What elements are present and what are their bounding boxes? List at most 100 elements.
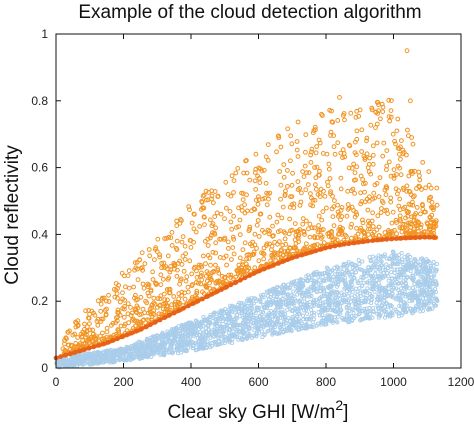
clear-point [302, 299, 307, 304]
cloudy-point [204, 285, 210, 290]
clear-point [175, 340, 181, 345]
cloudy-point [388, 108, 394, 113]
clear-point [380, 265, 385, 270]
clear-point [416, 298, 421, 303]
y-axis-label: Cloud reflectivity [2, 145, 23, 285]
clear-point [267, 313, 272, 318]
cloudy-point [193, 293, 199, 298]
cloudy-point [144, 300, 150, 306]
cloudy-point [122, 323, 127, 329]
clear-point [121, 349, 126, 354]
threshold-marker [431, 235, 437, 240]
cloudy-point [275, 212, 281, 218]
cloudy-point [324, 151, 330, 157]
cloudy-point [267, 214, 273, 220]
cloudy-point [231, 236, 237, 242]
clear-point [340, 296, 345, 301]
cloudy-point [325, 179, 330, 185]
cloudy-point [97, 333, 103, 339]
clear-point [340, 269, 345, 274]
cloudy-point [360, 217, 365, 223]
cloudy-point [253, 187, 259, 192]
clear-point [216, 334, 221, 339]
cloudy-point [308, 152, 314, 158]
clear-point [296, 309, 301, 314]
clear-point [171, 348, 176, 353]
cloudy-point [252, 231, 258, 237]
clear-point [188, 326, 193, 331]
cloudy-point [215, 266, 221, 272]
clear-point [378, 305, 383, 310]
clear-point [376, 292, 381, 297]
cloudy-point [191, 211, 197, 217]
threshold-marker [58, 354, 64, 359]
clear-point [202, 317, 207, 322]
cloudy-point [262, 230, 267, 235]
cloudy-point [229, 173, 235, 179]
cloudy-point [319, 217, 325, 223]
cloudy-point [339, 232, 345, 237]
cloudy-point [288, 245, 293, 251]
clear-point [230, 337, 235, 342]
clear-point [316, 282, 321, 287]
clear-point [351, 298, 356, 303]
clear-point [369, 286, 374, 292]
cloudy-point [290, 170, 296, 176]
clear-point [418, 263, 423, 268]
threshold-marker [426, 234, 432, 240]
cloudy-point [392, 138, 398, 144]
threshold-marker [81, 347, 87, 352]
clear-point [350, 317, 355, 322]
y-tick-label: 1 [41, 27, 48, 41]
clear-point [79, 354, 84, 359]
threshold-marker [223, 284, 229, 290]
cloudy-point [110, 320, 116, 326]
clear-point [103, 349, 108, 354]
cloudy-point [391, 175, 397, 181]
clear-point [399, 291, 405, 296]
cloudy-point [157, 254, 163, 260]
cloudy-point [282, 193, 288, 199]
cloudy-point [141, 285, 147, 291]
cloudy-point [399, 229, 405, 235]
cloudy-point [255, 218, 261, 223]
cloudy-point [236, 262, 242, 268]
clear-point [409, 264, 414, 270]
cloudy-point [280, 204, 286, 210]
cloudy-point [306, 170, 312, 176]
cloudy-point [117, 299, 123, 305]
cloudy-point [394, 220, 399, 225]
cloudy-point [213, 240, 219, 246]
threshold-marker [72, 350, 78, 355]
cloudy-point [301, 174, 307, 180]
cloudy-point [375, 100, 381, 105]
cloudy-point [352, 150, 358, 156]
cloudy-point [133, 323, 138, 329]
clear-point [267, 297, 272, 302]
clear-point [175, 351, 181, 356]
cloudy-point [429, 199, 435, 205]
clear-point [379, 276, 384, 281]
clear-point [264, 322, 269, 327]
cloudy-point [159, 265, 165, 271]
cloudy-point [320, 113, 325, 118]
clear-point [404, 286, 409, 291]
clear-point [376, 265, 381, 270]
clear-point [130, 346, 136, 351]
clear-point [81, 357, 86, 362]
cloudy-point [423, 209, 428, 215]
cloudy-point [312, 197, 318, 203]
cloudy-point [431, 225, 437, 231]
clear-point [72, 360, 77, 366]
cloudy-point [256, 258, 262, 264]
clear-point [276, 315, 281, 320]
cloudy-point [263, 154, 269, 160]
cloudy-point [313, 175, 319, 181]
cloudy-point [387, 229, 392, 235]
clear-point [413, 295, 418, 301]
cloudy-point [152, 257, 157, 263]
clear-point [320, 279, 326, 284]
cloudy-point [364, 151, 370, 157]
clear-point [231, 329, 236, 334]
cloudy-point [174, 238, 180, 244]
